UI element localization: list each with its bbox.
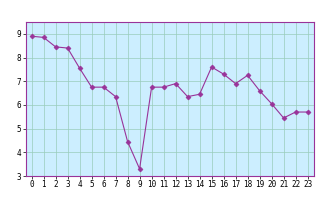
Text: Courbe du refroidissement éolien pour Abbeville (80): Courbe du refroidissement éolien pour Ab… — [62, 6, 258, 12]
Text: Windchill (Refroidissement éolien,°C): Windchill (Refroidissement éolien,°C) — [60, 186, 260, 194]
